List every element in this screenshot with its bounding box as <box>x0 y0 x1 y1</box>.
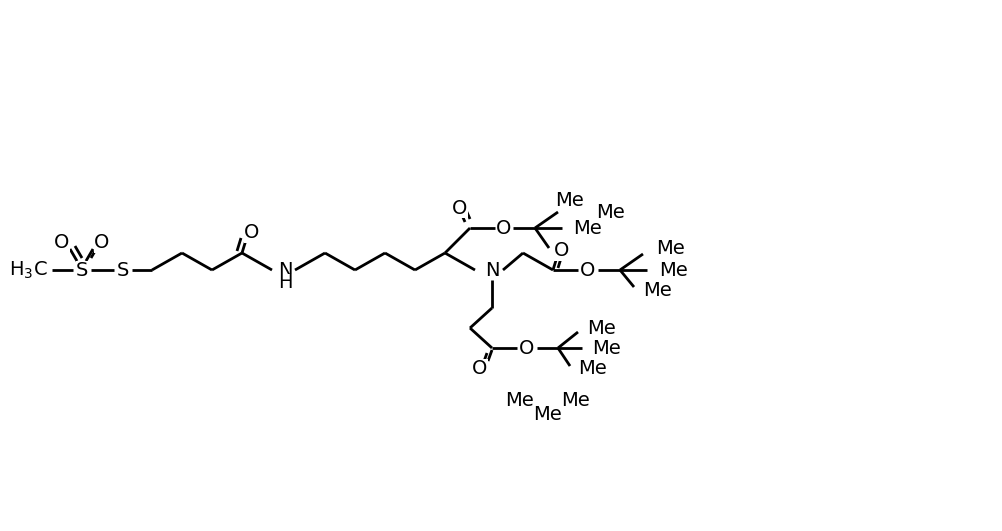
Text: Me: Me <box>556 191 584 210</box>
Text: Me: Me <box>573 218 602 237</box>
Text: Me: Me <box>587 319 616 338</box>
Text: O: O <box>519 338 535 357</box>
Text: Me: Me <box>659 261 687 279</box>
Text: O: O <box>452 199 468 218</box>
Text: H$_3$C: H$_3$C <box>9 259 48 281</box>
Text: Me: Me <box>643 280 671 299</box>
Text: Me: Me <box>578 358 607 378</box>
Text: O: O <box>54 234 70 253</box>
Text: Me: Me <box>656 238 684 258</box>
Text: O: O <box>94 234 109 253</box>
Text: Me: Me <box>592 338 621 357</box>
Text: O: O <box>472 358 488 378</box>
Text: N: N <box>485 261 499 279</box>
Text: Me: Me <box>596 202 625 221</box>
Text: S: S <box>117 261 129 279</box>
Text: N: N <box>278 261 293 279</box>
Text: O: O <box>496 218 512 237</box>
Text: Me: Me <box>562 390 590 409</box>
Text: Me: Me <box>506 390 534 409</box>
Text: Me: Me <box>534 406 562 424</box>
Text: H: H <box>278 273 293 293</box>
Text: S: S <box>76 261 88 279</box>
Text: O: O <box>244 224 260 243</box>
Text: O: O <box>580 261 595 279</box>
Text: O: O <box>554 242 570 261</box>
